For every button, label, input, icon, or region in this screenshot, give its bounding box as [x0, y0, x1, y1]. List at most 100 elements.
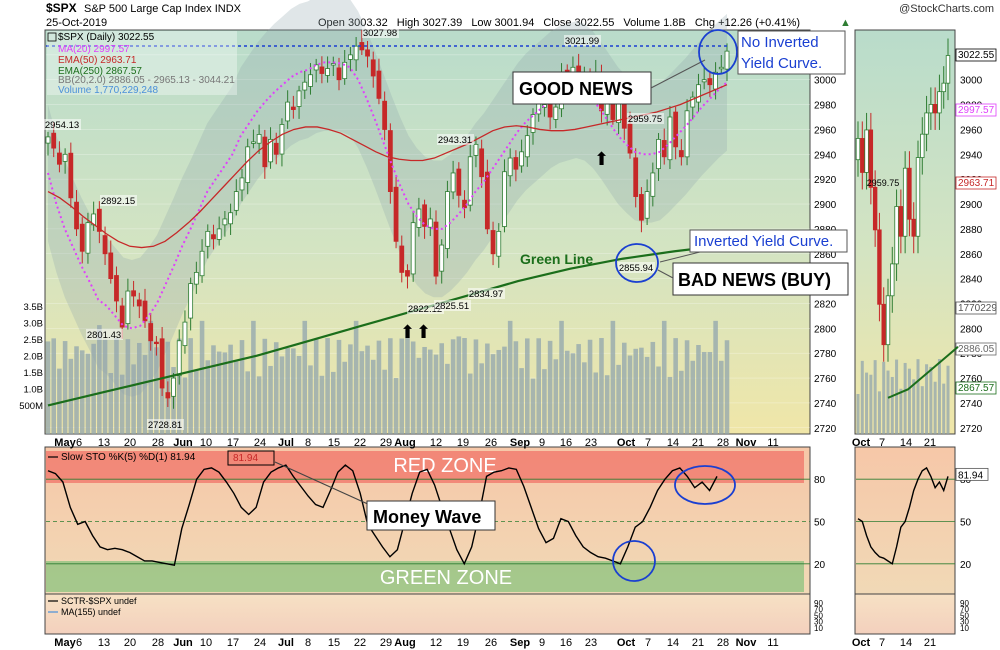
- price-label: 2825.51: [435, 301, 469, 312]
- sto-line: [47, 464, 949, 567]
- x-tick-label: 19: [457, 637, 469, 649]
- candle-body: [96, 208, 102, 232]
- price-label: 2892.15: [101, 196, 135, 207]
- volume-bar: [45, 341, 51, 434]
- candle-body: [484, 171, 490, 230]
- volume-bar: [456, 336, 462, 434]
- up-arrow-icon: ▲: [840, 17, 851, 29]
- axis-tag-value: 2997.57: [958, 105, 995, 116]
- volume-bar: [599, 338, 604, 434]
- volume-bar: [467, 373, 473, 434]
- volume-bar: [895, 359, 899, 434]
- axis-tag-value: 3022.55: [958, 50, 995, 61]
- low-value: Low 3001.94: [471, 17, 534, 29]
- ema250-line: [47, 243, 728, 407]
- candle-body: [302, 81, 308, 91]
- x-tick-label: 12: [430, 437, 442, 449]
- volume-bar: [925, 364, 929, 434]
- volume-tick-label: 2.5B: [23, 335, 43, 346]
- volume-bar: [933, 381, 937, 434]
- candle-body: [159, 338, 165, 389]
- volume-bar: [473, 339, 479, 434]
- bad-news-label: BAD NEWS (BUY): [678, 270, 831, 290]
- top-circle: [698, 29, 738, 75]
- x-tick-label: 24: [254, 637, 266, 649]
- buy-arrow-icon: ⬆: [400, 322, 415, 342]
- candle-body: [142, 300, 148, 322]
- price-label: 3027.98: [363, 28, 397, 39]
- index-name: S&P 500 Large Cap Index: [84, 3, 212, 15]
- volume-bar: [513, 341, 519, 434]
- volume-bar: [886, 370, 890, 434]
- volume-bar: [912, 379, 916, 434]
- legend-bb: BB(20,2.0) 2886.05 - 2965.13 - 3044.21: [58, 75, 235, 86]
- sto-tick-label: 50: [814, 518, 826, 529]
- x-tick-label: 14: [667, 437, 679, 449]
- price-label: 2959.75: [867, 178, 900, 188]
- volume-bar: [336, 339, 342, 434]
- price-label: 2834.97: [469, 289, 503, 300]
- candle-body: [348, 54, 353, 60]
- sto-top-circle: [674, 465, 736, 505]
- volume-bar: [279, 356, 285, 434]
- volume-bar: [359, 351, 365, 434]
- x-tick-label: Nov: [736, 637, 758, 649]
- volume-bar: [564, 350, 570, 434]
- high-value: High 3027.39: [397, 17, 462, 29]
- candle-body: [864, 129, 869, 173]
- candle-body: [456, 168, 462, 196]
- price-tick-label: 2800: [960, 324, 983, 335]
- volume-bar: [929, 366, 933, 434]
- candle-body: [405, 270, 410, 277]
- sctr-tick-label: 90: [814, 599, 823, 608]
- volume-bar: [268, 365, 273, 434]
- price-tick-label: 2920: [814, 175, 837, 186]
- volume-bar: [616, 364, 621, 434]
- candle-body: [530, 114, 536, 133]
- price-label-bg: [362, 27, 399, 38]
- volume-bar: [713, 320, 718, 434]
- volume-bar: [148, 320, 153, 434]
- candle-body: [639, 194, 644, 221]
- candle-body: [678, 150, 684, 158]
- x-tick-label: Oct: [852, 637, 871, 649]
- volume-bar: [690, 360, 696, 434]
- candle-body: [718, 66, 724, 70]
- x-tick-label: 26: [485, 637, 497, 649]
- candle-body: [308, 74, 313, 87]
- price-tick-label: 2900: [960, 200, 983, 211]
- x-tick-label: 28: [717, 437, 729, 449]
- volume-bar: [262, 338, 268, 434]
- sctr-panel-zoom: [854, 593, 956, 635]
- candle-body: [262, 136, 268, 168]
- price-panel: [44, 29, 811, 435]
- legend-ma20: MA(20) 2997.57: [58, 44, 130, 55]
- axis-tag-value: 81.94: [958, 470, 983, 481]
- candle-body: [222, 218, 228, 226]
- volume-bar: [724, 340, 730, 434]
- candle-body: [239, 177, 245, 191]
- axis-tag-box: [955, 48, 997, 62]
- axis-tag-value: 2886.05: [958, 344, 995, 355]
- volume-bar: [91, 343, 96, 434]
- candle-body: [433, 221, 439, 277]
- x-tick-label: Jul: [278, 637, 294, 649]
- volume-bar: [365, 345, 370, 434]
- volume-bar: [530, 378, 536, 434]
- price-tick-label: 2840: [960, 275, 983, 286]
- volume-bar: [142, 355, 148, 434]
- candle-body: [376, 70, 382, 99]
- volume-bar: [137, 342, 142, 434]
- volume-bar: [525, 338, 530, 434]
- volume-bar: [673, 338, 678, 434]
- candle-body: [439, 244, 445, 272]
- x-tick-label: 7: [645, 437, 651, 449]
- candle-body: [410, 222, 416, 275]
- ema250-line: [887, 346, 959, 399]
- symbol: $SPX: [46, 1, 77, 15]
- sto-legend: Slow STO %K(5) %D(1) 81.94 81.94: [48, 450, 275, 466]
- volume-bar: [899, 388, 903, 434]
- candle-body: [51, 132, 57, 149]
- price-tick-label: 2780: [814, 349, 837, 360]
- candle-body: [937, 91, 942, 114]
